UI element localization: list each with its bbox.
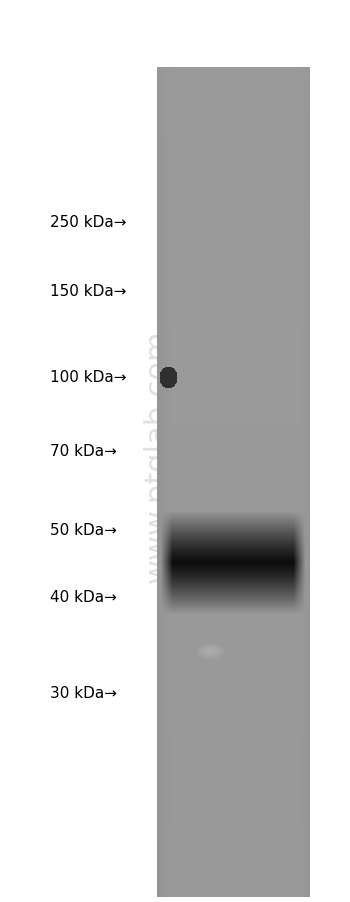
Text: 40 kDa→: 40 kDa→ (50, 589, 117, 604)
Text: rat eye: rat eye (196, 138, 260, 156)
Text: 50 kDa→: 50 kDa→ (50, 522, 117, 538)
Text: 250 kDa→: 250 kDa→ (50, 215, 126, 230)
Text: 70 kDa→: 70 kDa→ (50, 443, 117, 458)
Text: 100 kDa→: 100 kDa→ (50, 370, 126, 385)
Text: www.ptglab.com: www.ptglab.com (143, 329, 172, 582)
Text: 30 kDa→: 30 kDa→ (50, 686, 117, 700)
Text: 150 kDa→: 150 kDa→ (50, 284, 126, 299)
